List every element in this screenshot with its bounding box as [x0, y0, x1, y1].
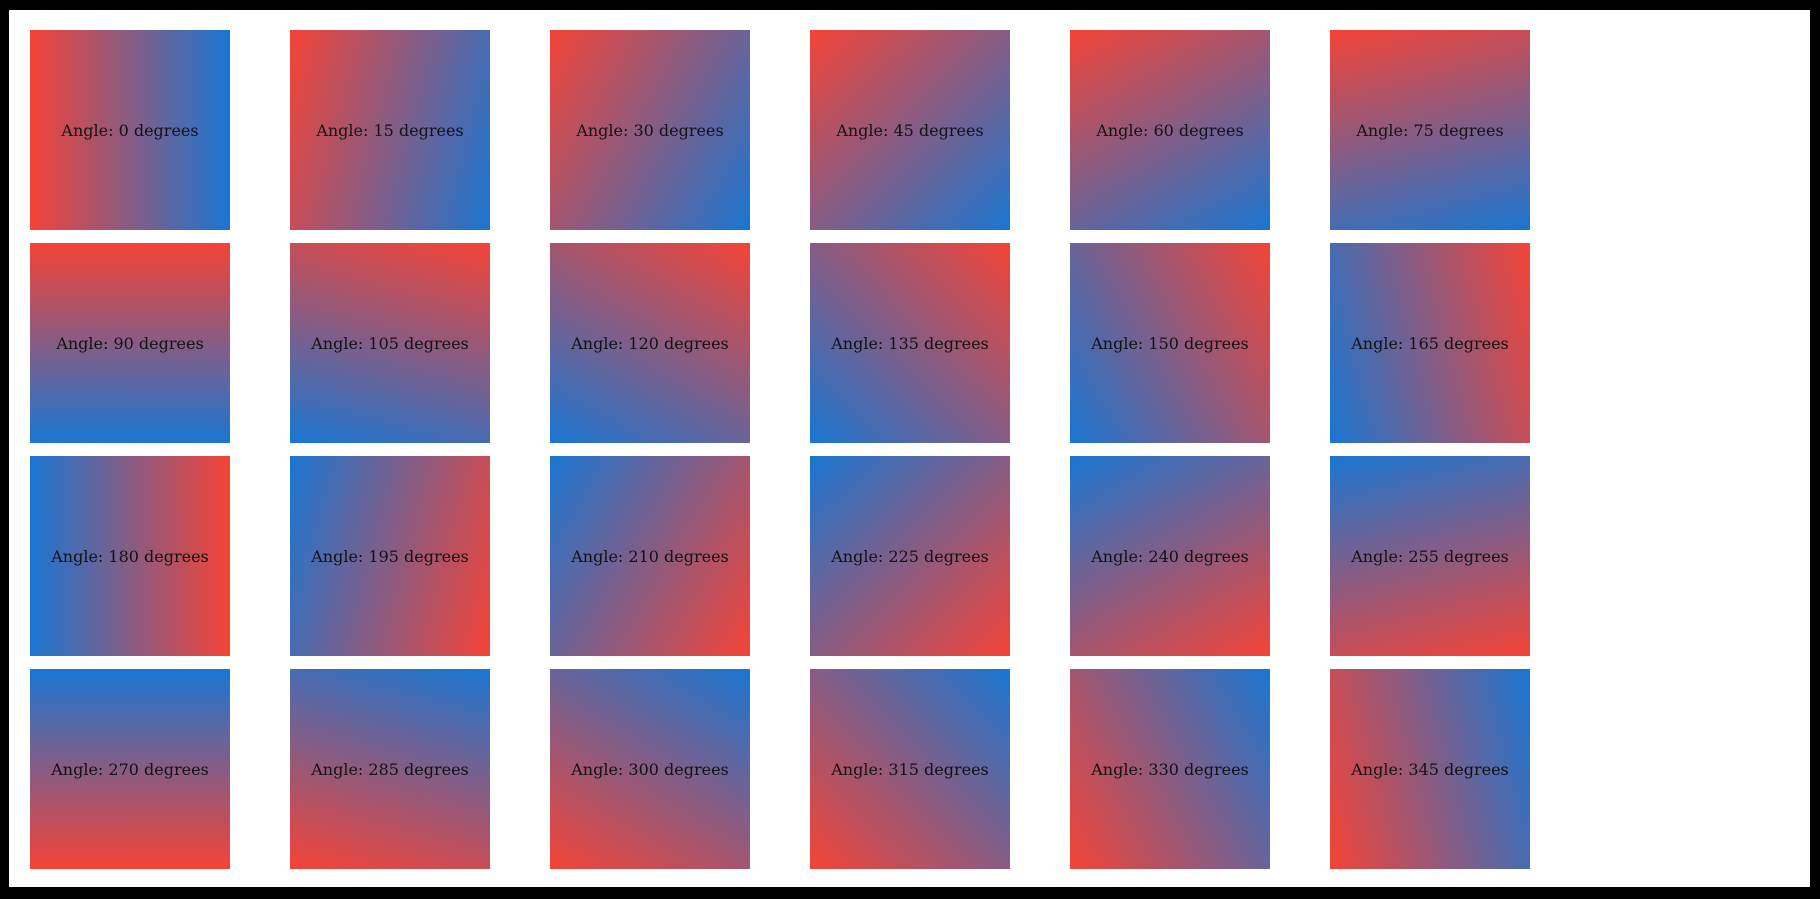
gradient-swatch: Angle: 285 degrees — [290, 669, 490, 869]
swatch-angle-label: Angle: 150 degrees — [1091, 333, 1249, 353]
gradient-swatch: Angle: 15 degrees — [290, 30, 490, 230]
gradient-swatch: Angle: 270 degrees — [30, 669, 230, 869]
gradient-swatch: Angle: 300 degrees — [550, 669, 750, 869]
gradient-swatch: Angle: 120 degrees — [550, 243, 750, 443]
swatch-angle-label: Angle: 300 degrees — [571, 759, 729, 779]
gradient-swatch: Angle: 30 degrees — [550, 30, 750, 230]
swatch-angle-label: Angle: 315 degrees — [831, 759, 989, 779]
gradient-swatch: Angle: 255 degrees — [1330, 456, 1530, 656]
swatch-angle-label: Angle: 75 degrees — [1356, 120, 1504, 140]
swatch-angle-label: Angle: 90 degrees — [56, 333, 204, 353]
swatch-angle-label: Angle: 270 degrees — [51, 759, 209, 779]
swatch-angle-label: Angle: 135 degrees — [831, 333, 989, 353]
swatch-angle-label: Angle: 45 degrees — [836, 120, 984, 140]
swatch-angle-label: Angle: 195 degrees — [311, 546, 469, 566]
swatch-angle-label: Angle: 330 degrees — [1091, 759, 1249, 779]
gradient-swatch: Angle: 60 degrees — [1070, 30, 1270, 230]
gradient-swatch: Angle: 75 degrees — [1330, 30, 1530, 230]
gradient-swatch: Angle: 0 degrees — [30, 30, 230, 230]
swatch-angle-label: Angle: 30 degrees — [576, 120, 724, 140]
swatch-angle-label: Angle: 15 degrees — [316, 120, 464, 140]
gradient-swatch: Angle: 135 degrees — [810, 243, 1010, 443]
swatch-angle-label: Angle: 120 degrees — [571, 333, 729, 353]
swatch-angle-label: Angle: 165 degrees — [1351, 333, 1509, 353]
swatch-angle-label: Angle: 180 degrees — [51, 546, 209, 566]
gradient-swatch: Angle: 165 degrees — [1330, 243, 1530, 443]
gradient-swatch: Angle: 315 degrees — [810, 669, 1010, 869]
swatch-angle-label: Angle: 210 degrees — [571, 546, 729, 566]
gradient-swatch: Angle: 330 degrees — [1070, 669, 1270, 869]
swatch-angle-label: Angle: 240 degrees — [1091, 546, 1249, 566]
gradient-swatch: Angle: 345 degrees — [1330, 669, 1530, 869]
gradient-swatch: Angle: 105 degrees — [290, 243, 490, 443]
gradient-swatch: Angle: 45 degrees — [810, 30, 1010, 230]
swatch-angle-label: Angle: 225 degrees — [831, 546, 989, 566]
gradient-swatch: Angle: 225 degrees — [810, 456, 1010, 656]
gradient-swatch: Angle: 195 degrees — [290, 456, 490, 656]
gradient-swatch: Angle: 240 degrees — [1070, 456, 1270, 656]
swatch-angle-label: Angle: 345 degrees — [1351, 759, 1509, 779]
gradient-swatch-grid: Angle: 0 degrees Angle: 15 degrees Angle… — [30, 30, 1530, 869]
gradient-swatch: Angle: 180 degrees — [30, 456, 230, 656]
gradient-swatch: Angle: 210 degrees — [550, 456, 750, 656]
swatch-angle-label: Angle: 60 degrees — [1096, 120, 1244, 140]
swatch-angle-label: Angle: 285 degrees — [311, 759, 469, 779]
swatch-angle-label: Angle: 105 degrees — [311, 333, 469, 353]
swatch-angle-label: Angle: 255 degrees — [1351, 546, 1509, 566]
gradient-swatch: Angle: 90 degrees — [30, 243, 230, 443]
swatch-angle-label: Angle: 0 degrees — [61, 120, 199, 140]
figure-canvas: Angle: 0 degrees Angle: 15 degrees Angle… — [9, 10, 1810, 887]
gradient-swatch: Angle: 150 degrees — [1070, 243, 1270, 443]
